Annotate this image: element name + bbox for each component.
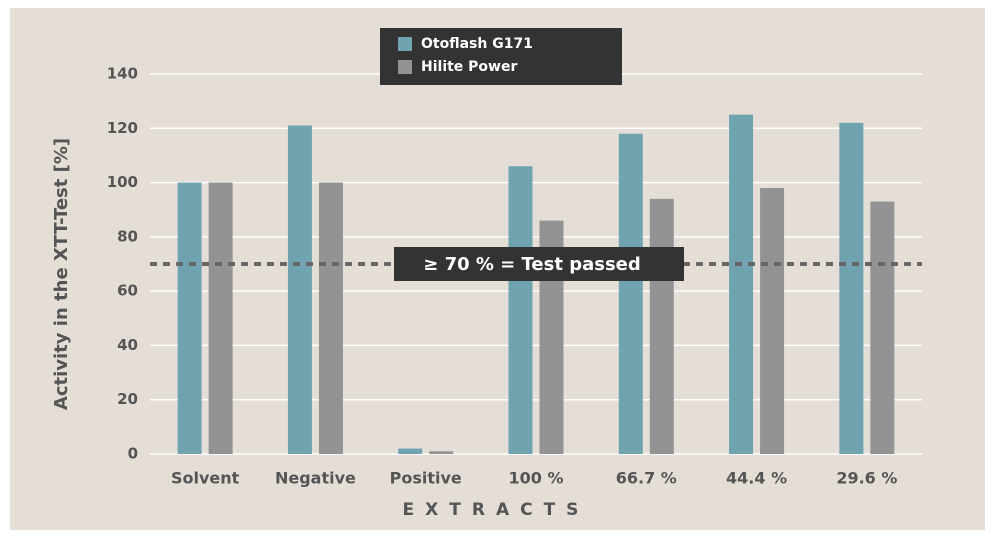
threshold-box [394, 247, 684, 281]
y-tick-label: 140 [107, 65, 138, 83]
bar [287, 125, 312, 455]
bar [618, 133, 643, 454]
legend-box [380, 28, 622, 85]
plot: 0 20 40 60 80 100 120 140 Solvent Negative Positiv… [107, 28, 922, 488]
x-tick-label: 44.4 % [726, 469, 787, 488]
y-tick-label: 20 [117, 390, 138, 408]
y-tick-label: 100 [107, 173, 138, 191]
y-tick-label: 0 [128, 445, 138, 463]
x-axis-label: EXTRACTS [403, 500, 590, 520]
legend-label: Otoflash G171 [421, 36, 533, 52]
y-axis-label: Activity in the XTT-Test [%] [51, 138, 72, 410]
bar [839, 122, 864, 454]
bar [729, 114, 754, 454]
bar [318, 182, 343, 455]
bar [508, 166, 533, 455]
x-tick-label: 29.6 % [836, 469, 897, 488]
bar [870, 201, 895, 454]
bar [398, 448, 423, 454]
threshold-label: ≥ 70 % = Test passed [423, 254, 641, 275]
bar [649, 198, 674, 454]
legend-swatch [398, 37, 412, 51]
bar [760, 188, 785, 454]
x-tick-label: 66.7 % [616, 469, 677, 488]
legend-label: Hilite Power [421, 59, 517, 75]
x-tick-label: Solvent [171, 469, 240, 488]
bar [177, 182, 202, 455]
bar [208, 182, 233, 455]
x-tick-label: Negative [275, 469, 356, 488]
y-tick-label: 120 [107, 119, 138, 137]
x-tick-label: 100 % [509, 469, 564, 488]
y-tick-label: 40 [117, 336, 138, 354]
legend-swatch [398, 60, 412, 74]
bar [429, 451, 454, 454]
y-tick-label: 60 [117, 282, 138, 300]
x-tick-label: Positive [390, 469, 462, 488]
y-tick-label: 80 [117, 227, 138, 245]
